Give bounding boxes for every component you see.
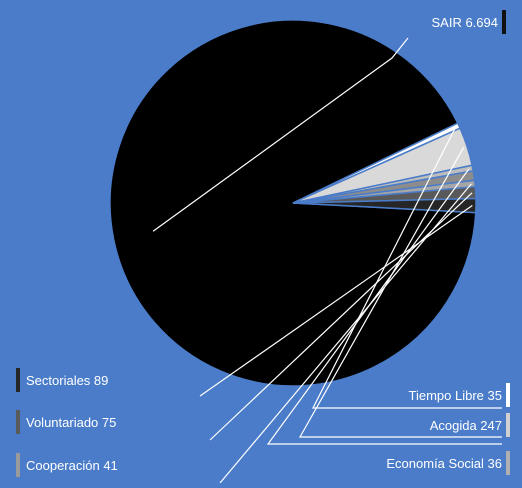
data-label-cooperación: Cooperación 41 bbox=[26, 458, 118, 473]
legend-marker-sair bbox=[502, 10, 506, 34]
pie-labels: SAIR 6.694 Tiempo Libre 35 Acogida 247 Econ… bbox=[16, 10, 510, 484]
data-label-sectoriales: Sectoriales 89 bbox=[26, 373, 108, 388]
pie-slice-sectoriales bbox=[292, 197, 477, 214]
legend-marker-voluntariado bbox=[16, 410, 20, 434]
legend-marker-economía-social bbox=[506, 451, 510, 475]
leader-line-sair bbox=[152, 37, 409, 232]
data-label-acogida: Acogida 247 bbox=[430, 418, 502, 433]
legend-marker-cooperación bbox=[16, 453, 20, 477]
data-label-economía-social: Economía Social 36 bbox=[386, 456, 502, 471]
data-label-voluntariado: Voluntariado 75 bbox=[26, 415, 116, 430]
pie-slice-sair bbox=[109, 19, 477, 387]
legend-marker-tiempo-libre bbox=[506, 383, 510, 407]
data-label-tiempo-libre: Tiempo Libre 35 bbox=[409, 388, 502, 403]
leader-line-tiempo-libre bbox=[312, 127, 502, 409]
leader-line-sectoriales bbox=[199, 205, 473, 397]
legend-marker-acogida bbox=[506, 413, 510, 437]
data-label-sair: SAIR 6.694 bbox=[432, 15, 499, 30]
legend-marker-sectoriales bbox=[16, 368, 20, 392]
leader-line-voluntariado bbox=[209, 192, 473, 441]
pie-slices bbox=[109, 19, 477, 387]
leader-line-acogida bbox=[298, 147, 502, 438]
leader-line-economía-social bbox=[266, 168, 502, 445]
